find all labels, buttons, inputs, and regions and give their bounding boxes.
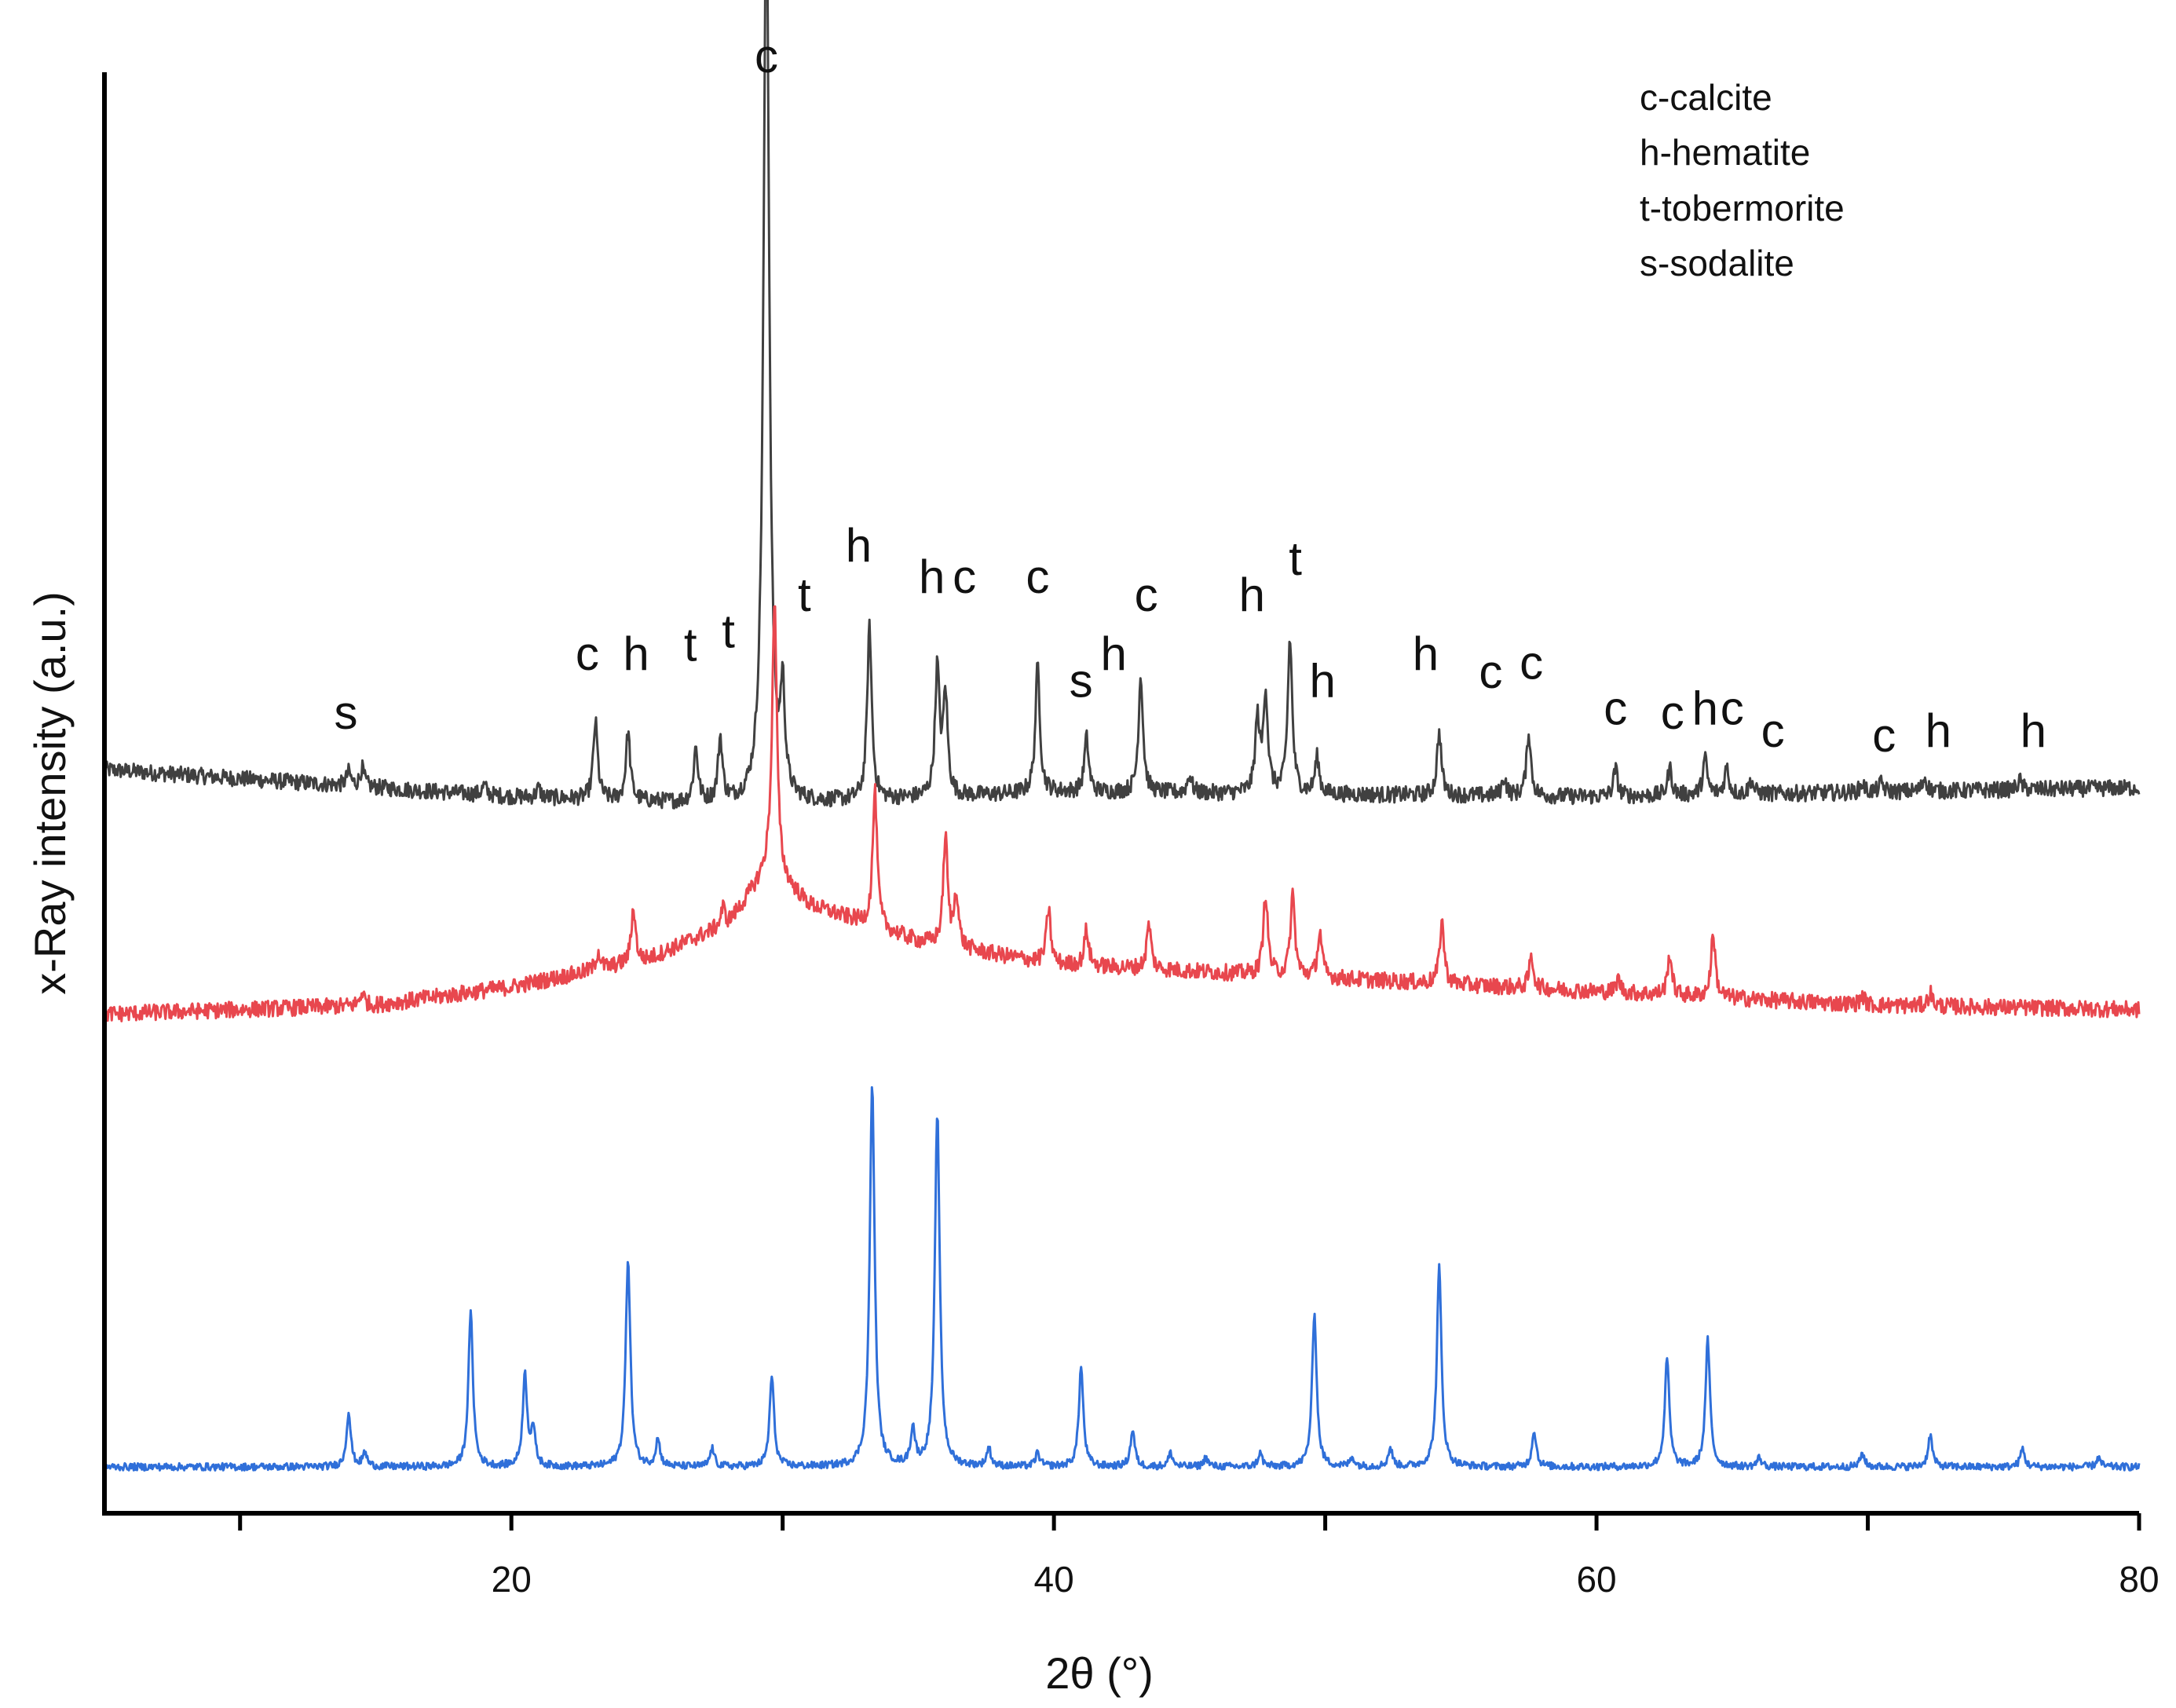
peak-label: h [846, 519, 872, 572]
x-ticks: 20 40 60 80 [238, 1513, 2160, 1600]
peak-label: t [722, 605, 735, 657]
peak-label: c [953, 550, 976, 603]
legend-entry-calcite: c-calcite [1640, 77, 1772, 118]
peak-label: h [1309, 655, 1335, 708]
y-axis-title: x-Ray intensity (a.u.) [25, 591, 75, 995]
xrd-pattern-3 [103, 1086, 2141, 1472]
peak-label: c [576, 627, 599, 680]
peak-label: c [755, 30, 778, 82]
peak-label: t [684, 619, 697, 671]
peak-label: c [1721, 682, 1744, 734]
x-tick-label: 60 [1576, 1559, 1616, 1600]
peak-label: c [1135, 569, 1158, 621]
x-axis-title: 2θ (°) [1045, 1648, 1154, 1698]
peak-label: h [919, 550, 945, 603]
legend-entry-sodalite: s-sodalite [1640, 243, 1794, 283]
peak-label: c [1761, 704, 1785, 757]
peak-label: c [1872, 709, 1896, 762]
peak-label: c [1604, 682, 1627, 734]
peak-label: h [1100, 627, 1126, 680]
axes [102, 72, 2139, 1516]
peak-label: c [1520, 637, 1543, 689]
peak-label: c [1479, 646, 1502, 698]
peak-label: c [1026, 550, 1049, 603]
legend-entry-hematite: h-hematite [1640, 132, 1810, 173]
peak-label: h [1239, 569, 1265, 621]
series-layer [103, 0, 2141, 1472]
peak-label: h [2021, 704, 2046, 757]
x-tick-label: 40 [1034, 1559, 1074, 1600]
peak-label: h [623, 627, 649, 680]
peak-label: s [334, 686, 357, 739]
xrd-pattern-2 [103, 605, 2141, 1022]
peak-label: c [1661, 686, 1684, 739]
peak-label: s [1070, 655, 1093, 708]
xrd-pattern-1 [103, 0, 2141, 810]
peak-label: t [1289, 532, 1302, 585]
peak-label: h [1925, 704, 1951, 757]
peak-label: h [1413, 627, 1439, 680]
legend: c-calcite h-hematite t-tobermorite s-sod… [1640, 77, 1845, 283]
x-tick-label: 80 [2119, 1559, 2159, 1600]
x-tick-label: 20 [492, 1559, 532, 1600]
peak-label: t [798, 569, 811, 621]
legend-entry-tobermorite: t-tobermorite [1640, 188, 1845, 229]
peak-label: h [1692, 682, 1718, 734]
